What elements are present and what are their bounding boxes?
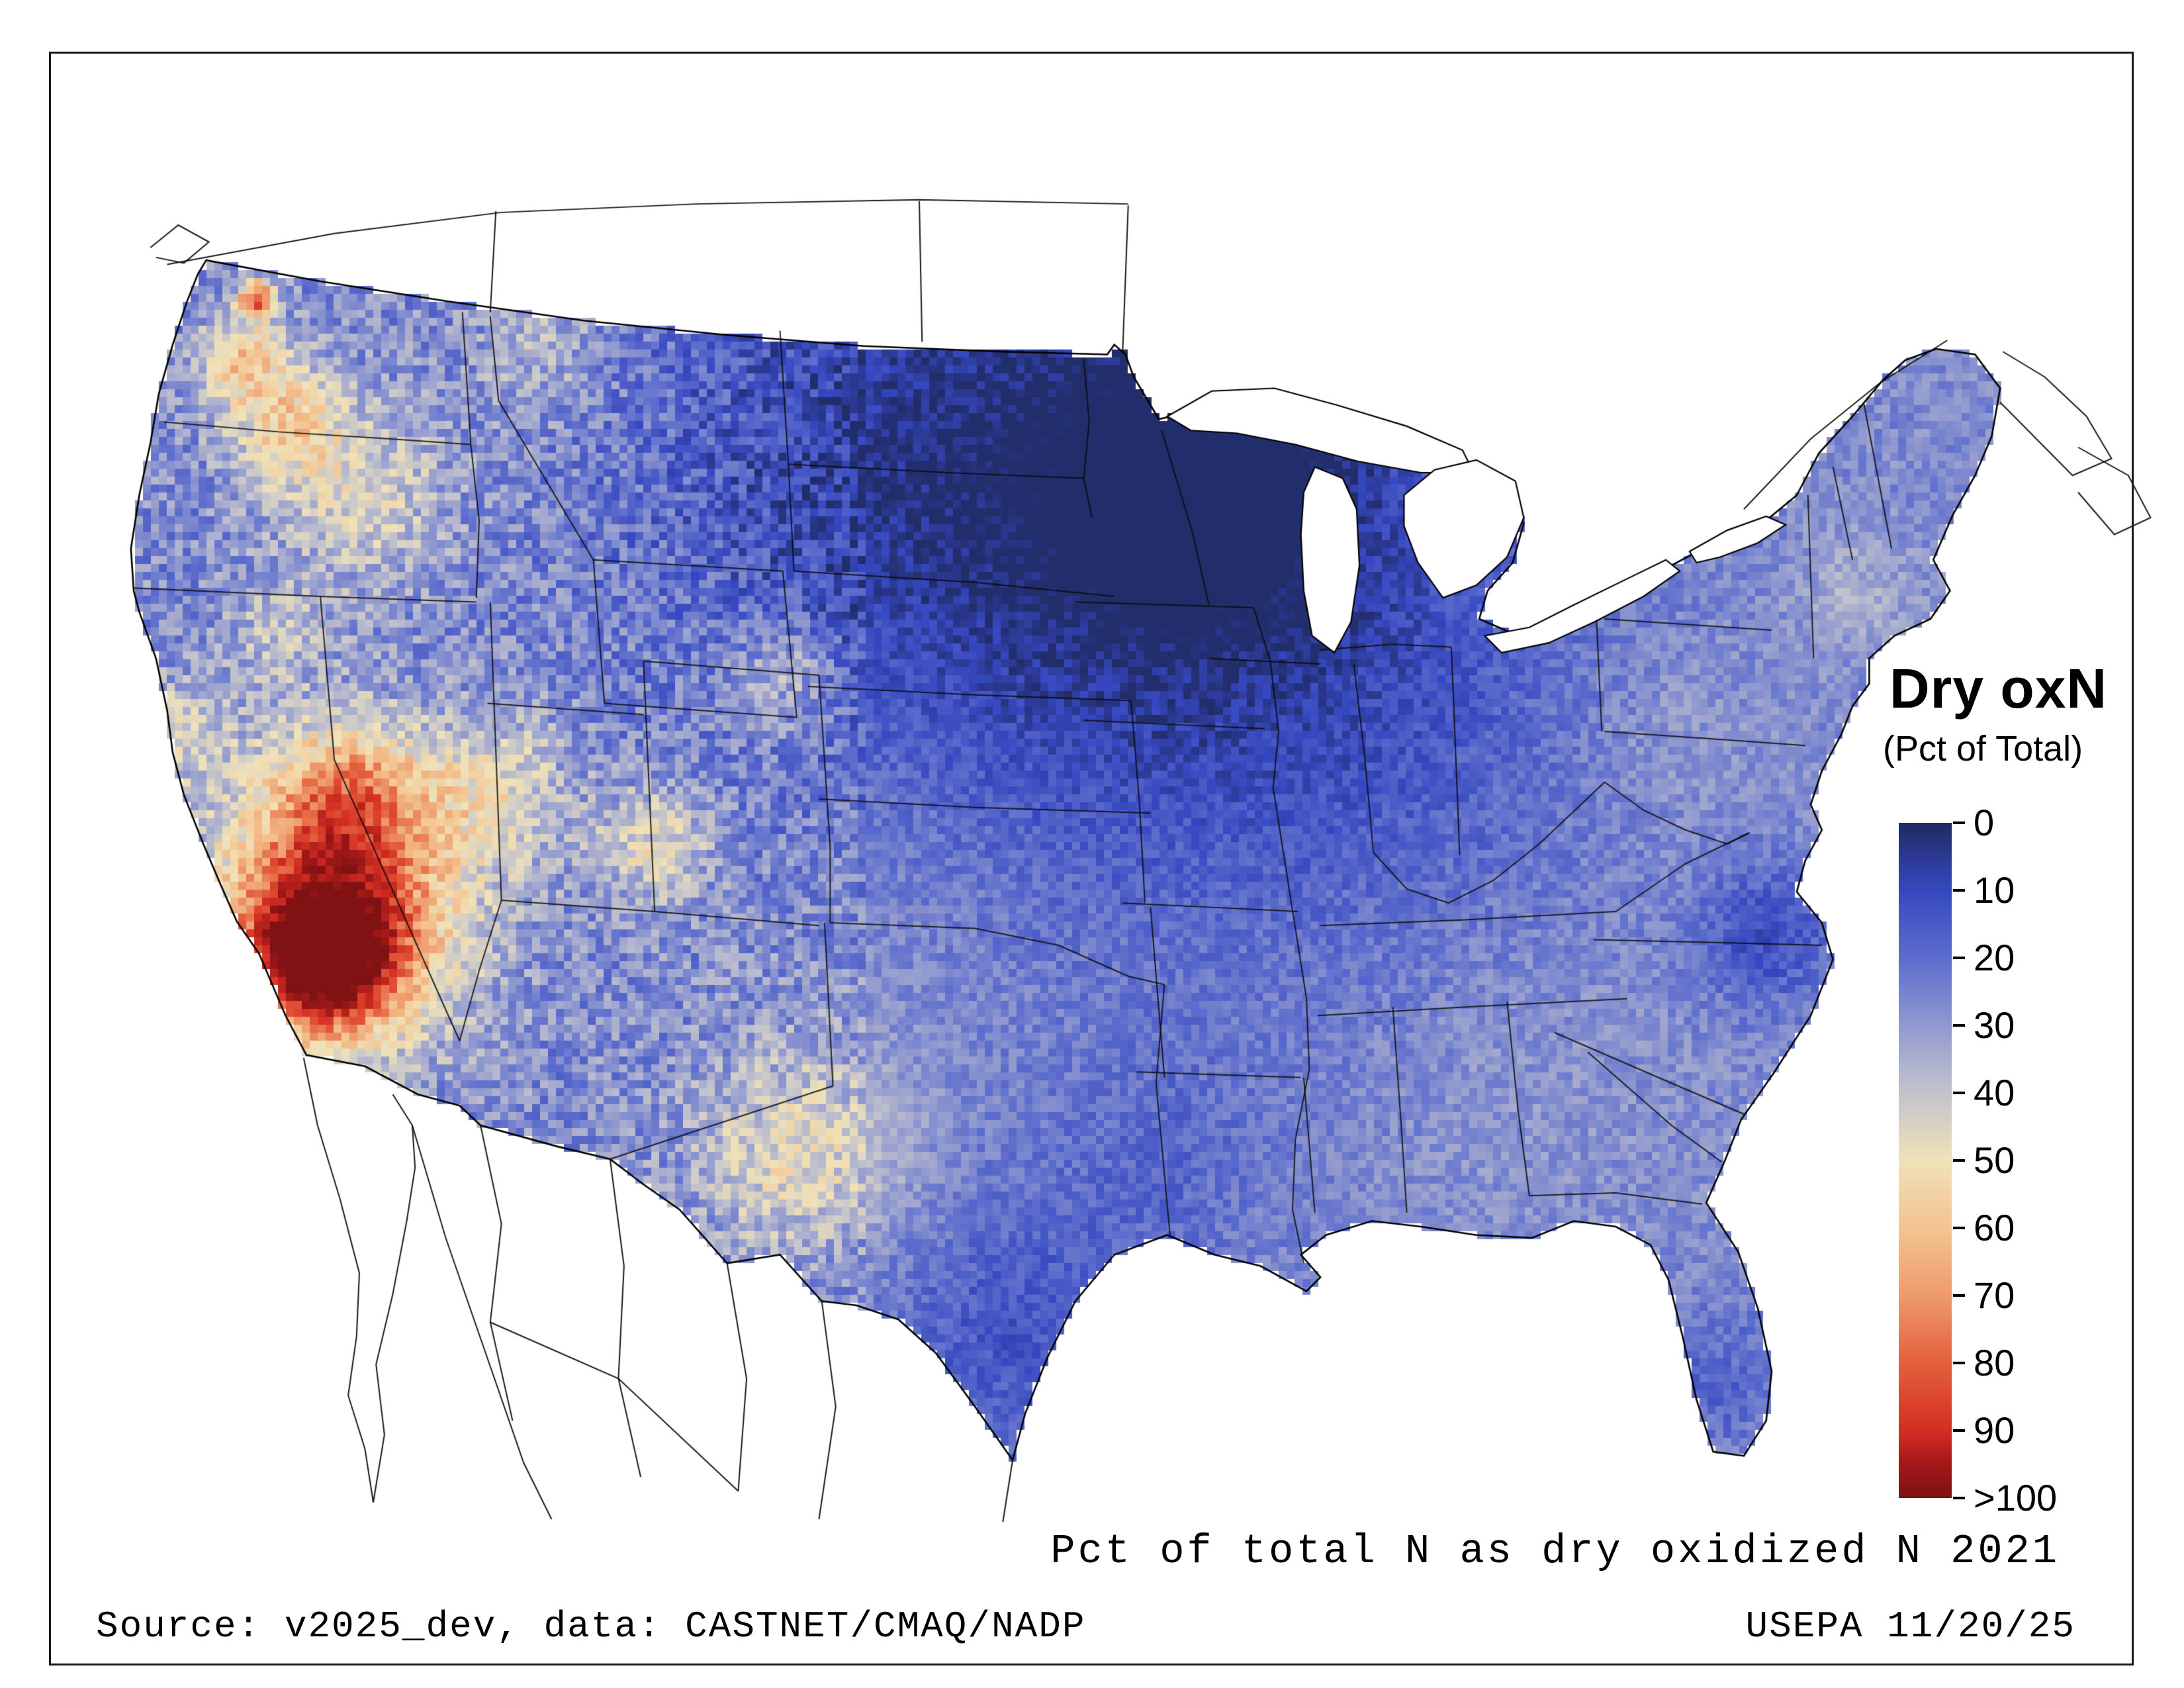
agency-date: USEPA 11/20/25 (1745, 1605, 2075, 1648)
tick-label: 60 (1974, 1207, 2015, 1248)
legend-title: Dry oxN (1889, 657, 2108, 720)
tick-mark (1953, 1024, 1965, 1027)
tick-mark (1953, 1159, 1965, 1162)
tick-label: 30 (1974, 1004, 2015, 1046)
tick-label: 50 (1974, 1139, 2015, 1181)
tick-label: 90 (1974, 1409, 2015, 1451)
source-note: Source: v2025_dev, data: CASTNET/CMAQ/NA… (96, 1605, 1086, 1648)
tick-label: >100 (1974, 1477, 2058, 1519)
colorbar (1899, 823, 1952, 1498)
legend-subtitle: (Pct of Total) (1883, 729, 2083, 769)
tick-label: 80 (1974, 1342, 2015, 1383)
tick-mark (1953, 1497, 1965, 1499)
tick-mark (1953, 1294, 1965, 1297)
tick-label: 10 (1974, 869, 2015, 911)
tick-label: 40 (1974, 1072, 2015, 1113)
tick-mark (1953, 1227, 1965, 1229)
tick-mark (1953, 889, 1965, 892)
tick-mark (1953, 957, 1965, 959)
tick-mark (1953, 1362, 1965, 1364)
tick-label: 0 (1974, 802, 1995, 843)
tick-mark (1953, 1092, 1965, 1094)
tick-mark (1953, 1429, 1965, 1432)
tick-mark (1953, 821, 1965, 824)
tick-label: 70 (1974, 1274, 2015, 1316)
map-caption: Pct of total N as dry oxidized N 2021 (1050, 1528, 2060, 1575)
tick-label: 20 (1974, 937, 2015, 978)
